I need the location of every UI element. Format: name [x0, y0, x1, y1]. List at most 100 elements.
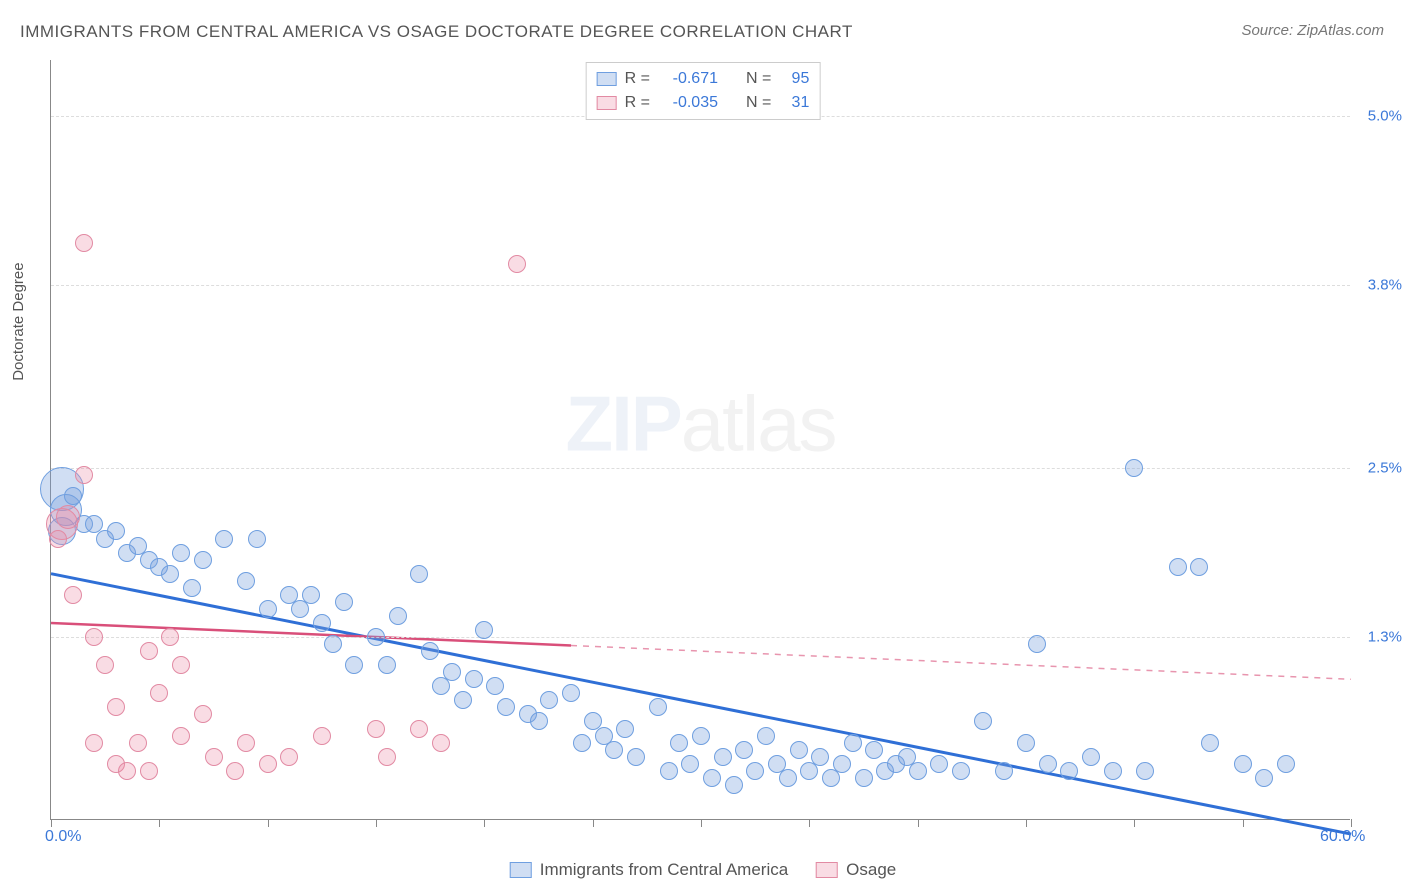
x-tick — [1351, 819, 1352, 827]
legend-item: Immigrants from Central America — [510, 860, 788, 880]
central_america-point — [757, 727, 775, 745]
x-tick — [51, 819, 52, 827]
central_america-point — [64, 487, 82, 505]
y-tick-label: 5.0% — [1368, 108, 1402, 125]
grid-line — [51, 285, 1350, 286]
central_america-swatch-icon — [510, 862, 532, 878]
central_america-point — [573, 734, 591, 752]
osage-point — [378, 748, 396, 766]
osage-point — [432, 734, 450, 752]
central_america-point — [324, 635, 342, 653]
r-value: -0.035 — [658, 94, 718, 112]
chart-title: IMMIGRANTS FROM CENTRAL AMERICA VS OSAGE… — [20, 22, 853, 42]
central_america-point — [1234, 755, 1252, 773]
central_america-point — [865, 741, 883, 759]
central_america-point — [172, 544, 190, 562]
central_america-point — [844, 734, 862, 752]
central_america-swatch-icon — [597, 72, 617, 86]
central_america-point — [1190, 558, 1208, 576]
central_america-point — [443, 663, 461, 681]
central_america-point — [681, 755, 699, 773]
x-tick — [701, 819, 702, 827]
central_america-point — [465, 670, 483, 688]
legend-stats: R =-0.671N =95R =-0.035N =31 — [586, 62, 821, 120]
osage-point — [118, 762, 136, 780]
central_america-point — [1017, 734, 1035, 752]
trend-lines-svg — [51, 60, 1350, 819]
x-tick — [918, 819, 919, 827]
osage-point — [140, 762, 158, 780]
legend-stat-row: R =-0.035N =31 — [597, 91, 810, 115]
osage-swatch-icon — [597, 96, 617, 110]
central_america-point — [562, 684, 580, 702]
osage-point — [129, 734, 147, 752]
central_america-point — [183, 579, 201, 597]
n-value: 31 — [779, 94, 809, 112]
osage-point — [259, 755, 277, 773]
legend-item-label: Osage — [846, 860, 896, 880]
y-tick-label: 2.5% — [1368, 460, 1402, 477]
central_america-point — [237, 572, 255, 590]
grid-line — [51, 637, 1350, 638]
osage-point — [313, 727, 331, 745]
central_america-point — [660, 762, 678, 780]
x-tick — [1134, 819, 1135, 827]
central_america-point — [833, 755, 851, 773]
central_america-point — [930, 755, 948, 773]
osage-point — [150, 684, 168, 702]
x-tick — [1026, 819, 1027, 827]
osage-point — [85, 628, 103, 646]
x-tick — [159, 819, 160, 827]
x-tick — [593, 819, 594, 827]
central_america-point — [107, 522, 125, 540]
central_america-point — [616, 720, 634, 738]
central_america-point — [1277, 755, 1295, 773]
r-label: R = — [625, 94, 650, 112]
central_america-point — [215, 530, 233, 548]
legend-item-label: Immigrants from Central America — [540, 860, 788, 880]
central_america-point — [1039, 755, 1057, 773]
central_america-point — [790, 741, 808, 759]
central_america-point — [1125, 459, 1143, 477]
central_america-point — [714, 748, 732, 766]
osage-point — [194, 705, 212, 723]
central_america-point — [313, 614, 331, 632]
central_america-point — [1028, 635, 1046, 653]
legend-stat-row: R =-0.671N =95 — [597, 67, 810, 91]
x-tick — [484, 819, 485, 827]
central_america-point — [248, 530, 266, 548]
osage-trend-line — [51, 623, 571, 646]
n-value: 95 — [779, 70, 809, 88]
y-tick-label: 1.3% — [1368, 629, 1402, 646]
osage-point — [226, 762, 244, 780]
central_america-point — [692, 727, 710, 745]
osage-point — [56, 505, 80, 529]
central_america-point — [259, 600, 277, 618]
central_america-point — [302, 586, 320, 604]
central_america-point — [410, 565, 428, 583]
central_america-point — [1255, 769, 1273, 787]
central_america-point — [811, 748, 829, 766]
central_america-point — [779, 769, 797, 787]
osage-swatch-icon — [816, 862, 838, 878]
x-axis-min-label: 0.0% — [45, 828, 81, 846]
central_america-point — [995, 762, 1013, 780]
osage-point — [172, 656, 190, 674]
central_america-point — [454, 691, 472, 709]
watermark-atlas: atlas — [681, 380, 836, 468]
central_america-point — [974, 712, 992, 730]
osage-point — [64, 586, 82, 604]
central_america-point — [735, 741, 753, 759]
central_america-point — [1104, 762, 1122, 780]
central_america-point — [161, 565, 179, 583]
central_america-point — [497, 698, 515, 716]
legend-bottom: Immigrants from Central America Osage — [510, 860, 897, 880]
central_america-point — [1201, 734, 1219, 752]
osage-point — [49, 530, 67, 548]
central_america-point — [475, 621, 493, 639]
legend-item: Osage — [816, 860, 896, 880]
osage-point — [161, 628, 179, 646]
osage-point — [140, 642, 158, 660]
osage-point — [75, 234, 93, 252]
central_america-point — [909, 762, 927, 780]
